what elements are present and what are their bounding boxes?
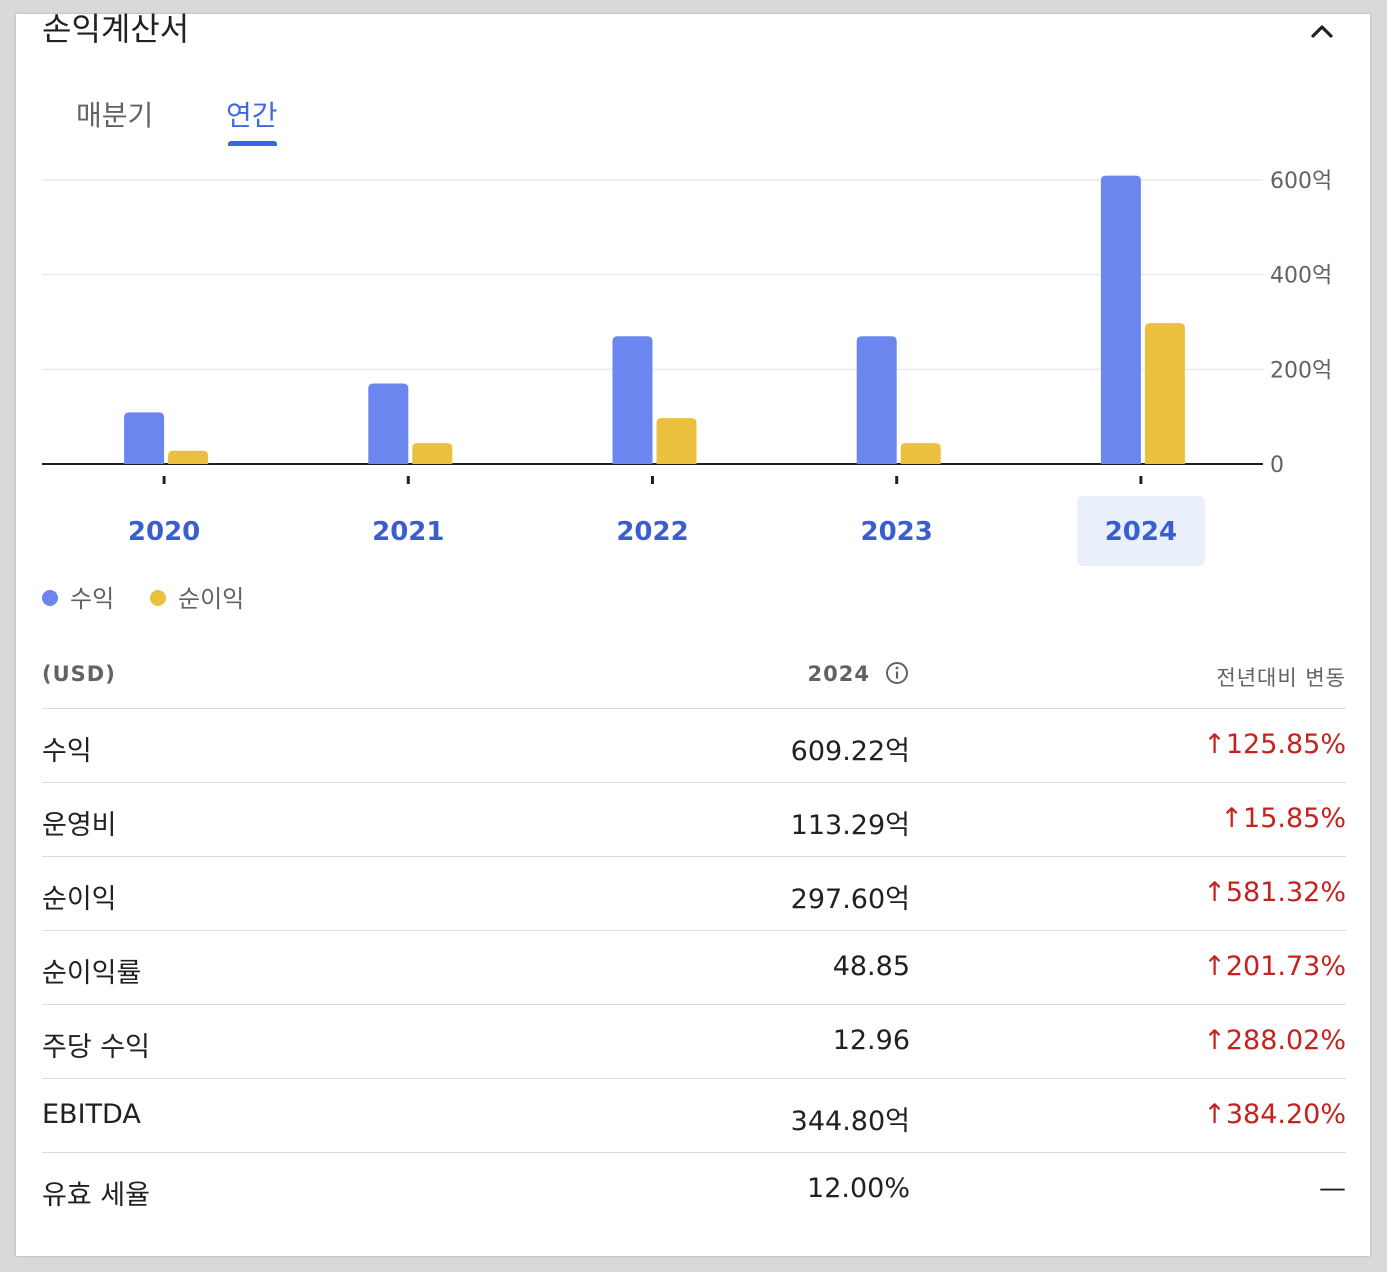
card-title: 손익계산서 (42, 10, 190, 48)
row-label: EBITDA (42, 1099, 141, 1130)
legend-dot-net-income (150, 590, 166, 606)
y-tick-label: 400억 (1270, 264, 1332, 289)
row-value: 12.96 (832, 1025, 910, 1056)
active-tab-indicator (228, 141, 277, 146)
x-tick-label-year[interactable]: 2022 (616, 517, 688, 547)
page-background-strip (0, 1258, 1387, 1272)
row-change: ↑125.85% (1203, 729, 1346, 760)
row-change: — (1319, 1173, 1346, 1204)
revenue-bar[interactable] (368, 383, 409, 464)
row-label: 운영비 (42, 810, 117, 841)
revenue-bar[interactable] (124, 412, 165, 464)
x-tick-label-year[interactable]: 2024 (1105, 517, 1177, 547)
revenue-bar[interactable] (1100, 175, 1141, 464)
row-change: ↑288.02% (1203, 1025, 1346, 1056)
legend-label-net-income: 순이익 (178, 585, 245, 613)
row-label: 수익 (42, 736, 92, 767)
row-value: 113.29억 (790, 810, 910, 841)
row-value: 609.22억 (790, 736, 910, 767)
table-row: 유효 세율 12.00% — (42, 1153, 1346, 1226)
legend-item-revenue: 수익 (42, 579, 114, 614)
row-label: 순이익률 (42, 958, 142, 989)
currency-header: (USD) (42, 662, 116, 686)
net-income-bar[interactable] (168, 450, 209, 464)
y-tick-label: 600억 (1270, 169, 1332, 194)
row-label: 유효 세율 (42, 1180, 150, 1211)
table-row: EBITDA 344.80억 ↑384.20% (42, 1079, 1346, 1153)
chevron-up-icon[interactable] (1302, 14, 1342, 54)
row-value: 12.00% (807, 1173, 910, 1204)
selected-year-highlight (1076, 496, 1205, 566)
row-change: ↑201.73% (1203, 951, 1346, 982)
table-row: 주당 수익 12.96 ↑288.02% (42, 1005, 1346, 1079)
row-change: ↑15.85% (1220, 803, 1346, 834)
table-row: 순이익 297.60억 ↑581.32% (42, 857, 1346, 931)
card-header: 손익계산서 (42, 10, 1342, 74)
table-row: 수익 609.22억 ↑125.85% (42, 709, 1346, 783)
x-tick-label-year[interactable]: 2020 (128, 517, 200, 547)
net-income-bar[interactable] (656, 418, 697, 464)
x-tick-label-year[interactable]: 2023 (861, 517, 933, 547)
table-header: (USD) 2024 전년대비 변동 (42, 654, 1346, 709)
legend-item-net-income: 순이익 (150, 579, 244, 614)
row-label: 순이익 (42, 884, 117, 915)
year-header: 2024 (807, 662, 870, 686)
table-row: 순이익률 48.85 ↑201.73% (42, 931, 1346, 1005)
row-label: 주당 수익 (42, 1032, 150, 1063)
income-statement-card: 손익계산서 매분기 연간 0 200억 400억 600억 2020 2021 2022 20… (16, 10, 1370, 1256)
income-chart: 0 200억 400억 600억 2020 2021 2022 2023 2024 (16, 164, 1370, 584)
table-row: 운영비 113.29억 ↑15.85% (42, 783, 1346, 857)
y-tick-label: 0 (1270, 453, 1284, 478)
income-table: (USD) 2024 전년대비 변동 수익 609.22억 ↑125.85% 운… (42, 654, 1346, 1226)
y-tick-label: 200억 (1270, 358, 1332, 383)
income-bar-chart: 0 200억 400억 600억 2020 2021 2022 2023 2024 (42, 169, 1332, 566)
net-income-bar[interactable] (412, 443, 453, 464)
legend-dot-revenue (42, 590, 58, 606)
row-value: 344.80억 (790, 1106, 910, 1137)
revenue-bar[interactable] (612, 336, 653, 464)
row-change: ↑384.20% (1203, 1099, 1346, 1130)
tab-quarterly[interactable]: 매분기 (76, 99, 154, 132)
net-income-bar[interactable] (1144, 323, 1185, 464)
row-value: 297.60억 (790, 884, 910, 915)
x-tick-label-year[interactable]: 2021 (372, 517, 444, 547)
row-change: ↑581.32% (1203, 877, 1346, 908)
legend-label-revenue: 수익 (70, 585, 115, 613)
row-value: 48.85 (832, 951, 910, 982)
change-header: 전년대비 변동 (1216, 666, 1346, 690)
revenue-bar[interactable] (856, 336, 897, 464)
net-income-bar[interactable] (900, 443, 941, 464)
info-icon[interactable] (884, 660, 910, 686)
tab-annual[interactable]: 연간 (226, 99, 278, 132)
